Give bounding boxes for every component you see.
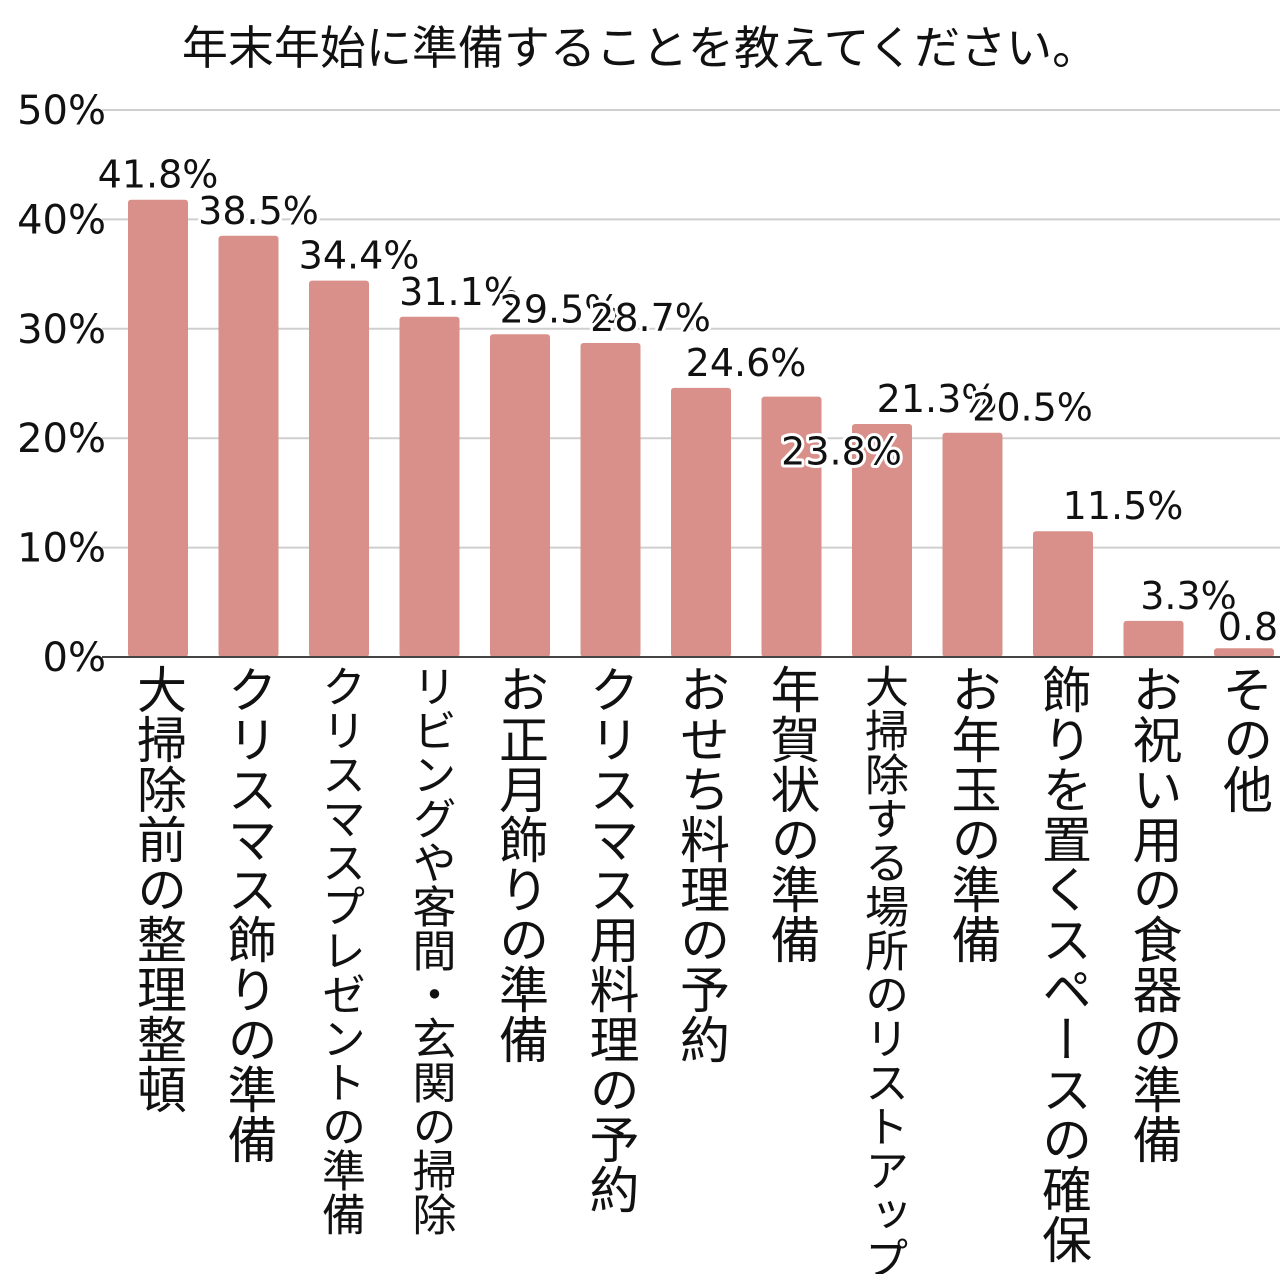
category-label: 大掃除前の整理整頓 — [129, 664, 187, 1114]
bar — [490, 334, 550, 657]
y-tick-label: 0% — [43, 635, 106, 681]
data-label: 38.5% — [198, 189, 319, 233]
bar — [1033, 531, 1093, 657]
category-label: クリスマス用料理の予約 — [581, 664, 640, 1214]
category-label: お年玉の準備 — [943, 664, 1002, 964]
data-label: 0.8% — [1218, 605, 1280, 649]
bar — [128, 199, 188, 657]
bars — [128, 199, 1274, 657]
data-label: 21.3% — [877, 377, 998, 421]
data-label: 20.5% — [972, 386, 1093, 430]
category-label: リビングや客間・玄関の掃除 — [404, 664, 456, 1236]
bar — [1214, 648, 1274, 657]
bar — [218, 235, 279, 657]
category-label: クリスマス飾りの準備 — [219, 664, 278, 1164]
category-label: 年賀状の準備 — [762, 664, 821, 964]
category-label: お祝い用の食器の準備 — [1124, 664, 1183, 1164]
data-labels: 41.8%38.5%34.4%31.1%29.5%28.7%24.6% 23.8%… — [95, 150, 1280, 653]
y-tick-label: 20% — [17, 416, 106, 462]
y-tick-label: 50% — [17, 88, 106, 134]
bar — [580, 343, 641, 657]
category-label: お正月飾りの準備 — [491, 664, 549, 1064]
category-label: クリスマスプレゼントの準備 — [314, 664, 365, 1236]
bar — [852, 423, 912, 657]
data-label: 3.3% — [1140, 574, 1237, 618]
y-tick-label: 40% — [17, 197, 106, 243]
y-tick-label: 30% — [17, 307, 106, 353]
bar — [399, 316, 460, 657]
y-tick-labels: 0% 10% 20% 30% 40% 50% — [17, 88, 106, 681]
data-label: 23.8% — [781, 430, 902, 474]
data-label: 28.7% — [590, 296, 711, 340]
data-label: 24.6% — [686, 341, 807, 385]
data-label: 41.8% — [98, 153, 219, 197]
bar — [309, 280, 369, 657]
bar — [671, 387, 731, 657]
bar — [761, 396, 822, 657]
category-label: 飾りを置くスペースの確保 — [1034, 664, 1092, 1264]
bar — [942, 432, 1003, 657]
category-label: その他 — [1215, 664, 1273, 814]
category-label: おせち料理の予約 — [672, 664, 730, 1064]
y-tick-label: 10% — [17, 526, 106, 572]
data-label: 29.5% — [500, 287, 621, 331]
data-label: 31.1% — [399, 270, 520, 314]
data-label: 11.5% — [1063, 484, 1184, 528]
category-label: 大掃除する場所のリストアップ — [857, 664, 908, 1274]
bar — [1123, 620, 1184, 657]
chart-title: 年末年始に準備することを教えてください。 — [181, 21, 1099, 75]
data-label: 34.4% — [299, 234, 420, 278]
